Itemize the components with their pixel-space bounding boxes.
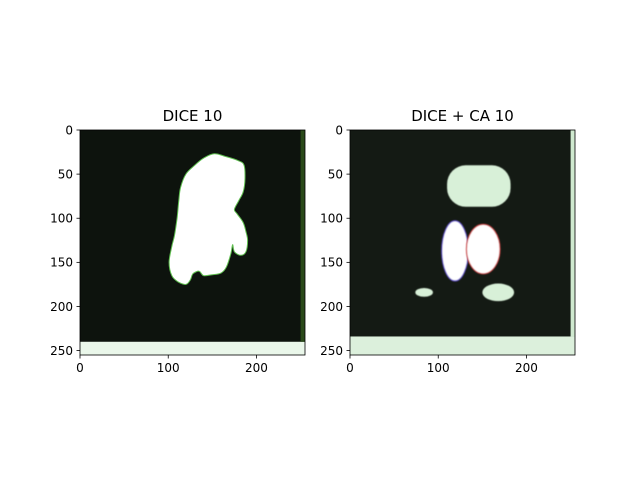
y-tick-label: 250 (50, 344, 73, 358)
heatmap-band (80, 341, 305, 355)
chart-title: DICE + CA 10 (411, 107, 514, 125)
y-tick-label: 200 (320, 300, 343, 314)
heatmap-region (441, 220, 469, 282)
heatmap-band (350, 336, 575, 355)
x-tick-label: 200 (245, 361, 268, 375)
x-tick-label: 0 (76, 361, 84, 375)
heatmap-region (482, 283, 515, 302)
x-tick-label: 200 (515, 361, 538, 375)
y-tick-label: 0 (335, 123, 343, 137)
heatmap-band (570, 130, 575, 337)
y-tick-label: 0 (65, 123, 73, 137)
heatmap-image (80, 130, 305, 355)
y-tick-label: 100 (320, 212, 343, 226)
heatmap-panel-dice: DICE 10 0 100 200 0 50 100 150 200 250 (50, 107, 306, 375)
axes-frame (79, 129, 306, 356)
y-tick-label: 100 (50, 212, 73, 226)
x-tick-label: 100 (157, 361, 180, 375)
heatmap-region (415, 287, 433, 297)
y-tick-label: 250 (320, 344, 343, 358)
heatmap-image (350, 130, 575, 355)
heatmap-region (168, 153, 249, 285)
x-tick-label: 100 (427, 361, 450, 375)
heatmap-region (465, 223, 501, 275)
y-tick-label: 50 (328, 167, 343, 181)
x-tick-label: 0 (346, 361, 354, 375)
y-tick-label: 150 (50, 256, 73, 270)
y-tick-label: 200 (50, 300, 73, 314)
y-tick-label: 50 (58, 167, 73, 181)
heatmap-band (300, 130, 305, 342)
chart-title: DICE 10 (163, 107, 223, 125)
axes-frame (349, 129, 576, 356)
y-tick-label: 150 (320, 256, 343, 270)
heatmap-region (447, 165, 511, 207)
heatmap-panel-dice-ca: DICE + CA 10 0 100 200 0 50 100 150 200 250 (320, 107, 576, 375)
